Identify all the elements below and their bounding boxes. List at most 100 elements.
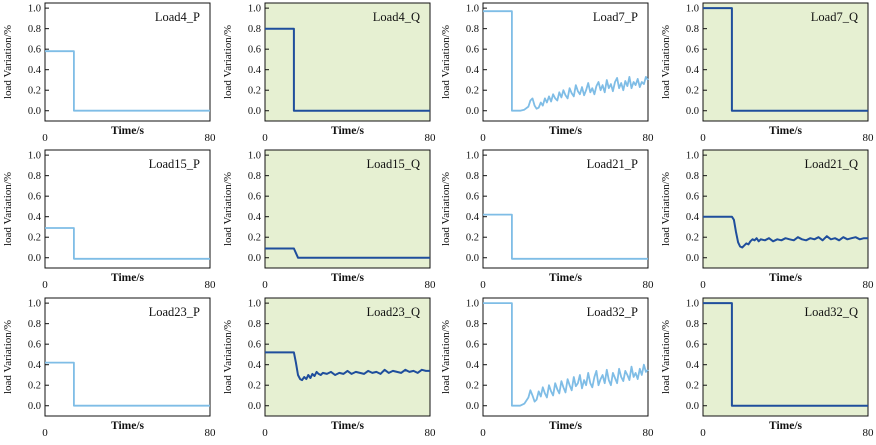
plot-area xyxy=(44,149,211,269)
panel-title: Load23_Q xyxy=(367,305,420,319)
plot-area xyxy=(702,297,869,417)
panel-load7-p: 0.0 0.2 0.4 0.6 0.8 1.0 0 80 Time/s load Variatio… xyxy=(440,2,655,144)
x-tick-label: 80 xyxy=(425,427,437,439)
series-line xyxy=(45,227,210,260)
x-tick-label: 0 xyxy=(700,279,706,291)
y-tick-label: 0.0 xyxy=(466,106,479,117)
y-axis-label: load Variation/% xyxy=(222,25,234,99)
y-tick-label: 0.8 xyxy=(466,24,479,35)
x-tick-label: 80 xyxy=(643,132,655,144)
plot-area xyxy=(44,2,211,122)
y-tick-label: 1.0 xyxy=(686,151,699,162)
series-line xyxy=(703,215,868,249)
y-tick-label: 0.4 xyxy=(466,360,480,371)
x-tick-label: 0 xyxy=(262,279,268,291)
y-axis-label: load Variation/% xyxy=(2,172,14,246)
y-tick-label: 1.0 xyxy=(248,4,261,15)
y-tick-label: 0.2 xyxy=(466,233,479,244)
y-tick-label: 0.4 xyxy=(248,360,262,371)
x-axis-label: Time/s xyxy=(331,125,365,137)
panel-title: Load21_Q xyxy=(805,157,858,171)
x-axis-label: Time/s xyxy=(769,272,803,284)
y-tick-label: 1.0 xyxy=(28,299,41,310)
series-line xyxy=(483,302,649,407)
y-tick-label: 0.4 xyxy=(248,65,262,76)
panel-title: Load4_P xyxy=(155,10,200,24)
y-tick-label: 0.6 xyxy=(466,192,479,203)
x-tick-label: 0 xyxy=(700,132,706,144)
y-axis-label: load Variation/% xyxy=(2,320,14,394)
y-tick-label: 0.6 xyxy=(686,192,699,203)
y-tick-label: 0.0 xyxy=(248,401,261,412)
y-tick-label: 1.0 xyxy=(466,151,479,162)
panel-load21-q: 0.0 0.2 0.4 0.6 0.8 1.0 0 80 Time/s load Variatio… xyxy=(660,149,875,291)
x-tick-label: 80 xyxy=(863,279,875,291)
panel-load7-q: 0.0 0.2 0.4 0.6 0.8 1.0 0 80 Time/s load Variatio… xyxy=(660,2,874,144)
panel-load4-q: 0.0 0.2 0.4 0.6 0.8 1.0 0 80 Time/s load Variatio… xyxy=(222,2,437,144)
y-tick-label: 0.2 xyxy=(686,86,699,97)
y-tick-label: 0.2 xyxy=(28,86,41,97)
y-tick-label: 0.4 xyxy=(686,65,700,76)
plot-area xyxy=(44,297,211,417)
plot-area xyxy=(264,2,431,122)
y-tick-label: 0.4 xyxy=(248,212,262,223)
y-tick-label: 0.8 xyxy=(686,171,699,182)
panel-title: Load23_P xyxy=(149,305,200,319)
x-axis-label: Time/s xyxy=(549,125,583,137)
panel-load23-p: 0.0 0.2 0.4 0.6 0.8 1.0 0 80 Time/s load Variatio… xyxy=(2,297,217,439)
y-tick-label: 1.0 xyxy=(248,299,261,310)
y-tick-label: 0.4 xyxy=(686,212,700,223)
x-axis-label: Time/s xyxy=(549,272,583,284)
x-tick-label: 80 xyxy=(205,132,217,144)
x-tick-label: 0 xyxy=(42,427,48,439)
x-tick-label: 80 xyxy=(643,427,655,439)
x-tick-label: 0 xyxy=(480,132,486,144)
y-tick-label: 0.2 xyxy=(248,381,261,392)
x-tick-label: 0 xyxy=(42,279,48,291)
panel-title: Load7_P xyxy=(593,10,638,24)
y-tick-label: 0.0 xyxy=(28,106,41,117)
y-axis-label: load Variation/% xyxy=(222,320,234,394)
plot-area xyxy=(264,297,431,417)
plot-area xyxy=(702,149,869,269)
y-tick-label: 1.0 xyxy=(28,151,41,162)
y-axis-label: load Variation/% xyxy=(660,320,672,394)
y-tick-label: 0.0 xyxy=(466,253,479,264)
x-axis-label: Time/s xyxy=(111,420,145,432)
y-tick-label: 1.0 xyxy=(28,4,41,15)
x-axis-label: Time/s xyxy=(549,420,583,432)
y-tick-label: 0.0 xyxy=(686,106,699,117)
x-tick-label: 0 xyxy=(480,427,486,439)
panel-load32-p: 0.0 0.2 0.4 0.6 0.8 1.0 0 80 Time/s load Variatio… xyxy=(440,297,655,439)
x-tick-label: 80 xyxy=(643,279,655,291)
y-tick-label: 0.8 xyxy=(686,319,699,330)
plot-area xyxy=(482,2,649,122)
x-tick-label: 80 xyxy=(425,132,437,144)
y-tick-label: 0.6 xyxy=(466,340,479,351)
y-tick-label: 0.8 xyxy=(466,319,479,330)
x-tick-label: 80 xyxy=(205,427,217,439)
y-tick-label: 0.8 xyxy=(248,319,261,330)
y-tick-label: 0.6 xyxy=(28,192,41,203)
y-tick-label: 0.4 xyxy=(466,212,480,223)
y-tick-label: 0.6 xyxy=(248,192,261,203)
plot-area xyxy=(702,2,869,122)
y-tick-label: 1.0 xyxy=(686,299,699,310)
y-tick-label: 0.8 xyxy=(686,24,699,35)
y-tick-label: 0.6 xyxy=(28,340,41,351)
y-axis-label: load Variation/% xyxy=(440,320,452,394)
x-tick-label: 80 xyxy=(863,427,875,439)
x-tick-label: 80 xyxy=(425,279,437,291)
x-tick-label: 0 xyxy=(42,132,48,144)
y-axis-label: load Variation/% xyxy=(660,25,672,99)
panel-load32-q: 0.0 0.2 0.4 0.6 0.8 1.0 0 80 Time/s load Variatio… xyxy=(660,297,875,439)
y-tick-label: 0.8 xyxy=(28,24,41,35)
x-tick-label: 0 xyxy=(480,279,486,291)
y-tick-label: 0.6 xyxy=(466,45,479,56)
plot-area xyxy=(482,297,649,417)
x-axis-label: Time/s xyxy=(111,272,145,284)
y-tick-label: 0.8 xyxy=(248,24,261,35)
y-tick-label: 0.2 xyxy=(248,233,261,244)
x-tick-label: 80 xyxy=(205,279,217,291)
